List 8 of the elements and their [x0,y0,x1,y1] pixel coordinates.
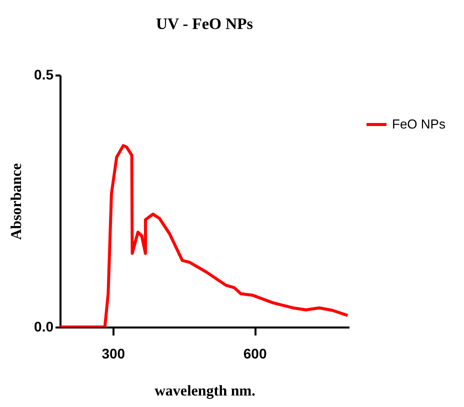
y-axis-title: Absorbance [9,162,26,240]
x-tick-label: 300 [102,346,126,362]
chart-title: UV - FeO NPs [156,16,254,33]
x-axis-title: wavelength nm. [154,384,256,400]
y-tick-label: 0.0 [34,318,54,334]
x-tick-label: 600 [243,346,267,362]
y-tick-label: 0.5 [34,66,54,82]
legend-label: FeO NPs [392,116,446,132]
